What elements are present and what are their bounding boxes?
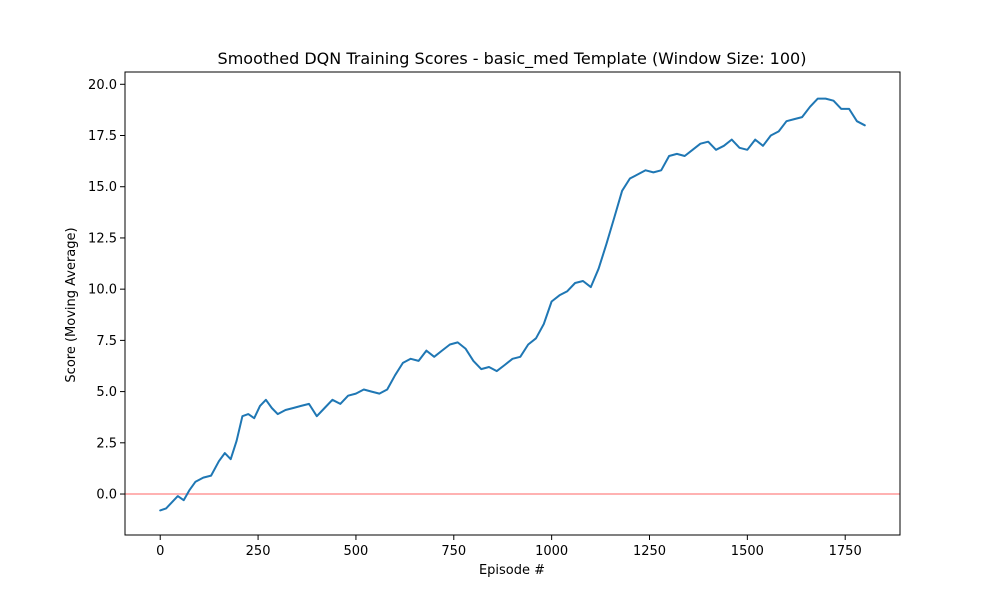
x-axis-ticks: 0 250 500 750 1000 1250 1500 1750 xyxy=(156,535,862,559)
y-tick-label: 7.5 xyxy=(96,334,117,349)
x-tick-label: 1000 xyxy=(535,544,568,559)
y-tick-label: 0.0 xyxy=(96,488,117,503)
y-tick-label: 20.0 xyxy=(88,78,117,93)
y-axis-ticks: 0.0 2.5 5.0 7.5 10.0 12.5 15.0 17.5 20.0 xyxy=(88,78,125,503)
x-axis-label: Episode # xyxy=(479,563,545,578)
x-tick-label: 500 xyxy=(344,544,369,559)
chart-title: Smoothed DQN Training Scores - basic_med… xyxy=(218,49,807,69)
y-tick-label: 5.0 xyxy=(96,385,117,400)
y-tick-label: 12.5 xyxy=(88,231,117,246)
plot-border xyxy=(124,71,901,536)
y-tick-label: 2.5 xyxy=(96,436,117,451)
plot-background xyxy=(125,72,900,535)
x-tick-label: 1250 xyxy=(633,544,666,559)
series-line-0 xyxy=(159,97,866,512)
plot-frame xyxy=(124,71,901,536)
x-tick-label: 0 xyxy=(156,544,164,559)
plot-area xyxy=(125,72,900,535)
y-tick-label: 17.5 xyxy=(88,129,117,144)
series-group xyxy=(159,97,866,512)
x-tick-label: 750 xyxy=(441,544,466,559)
x-tick-label: 1750 xyxy=(829,544,862,559)
y-tick-label: 15.0 xyxy=(88,180,117,195)
y-axis-label: Score (Moving Average) xyxy=(64,227,79,382)
x-tick-label: 1500 xyxy=(731,544,764,559)
y-tick-label: 10.0 xyxy=(88,283,117,298)
x-tick-label: 250 xyxy=(246,544,271,559)
